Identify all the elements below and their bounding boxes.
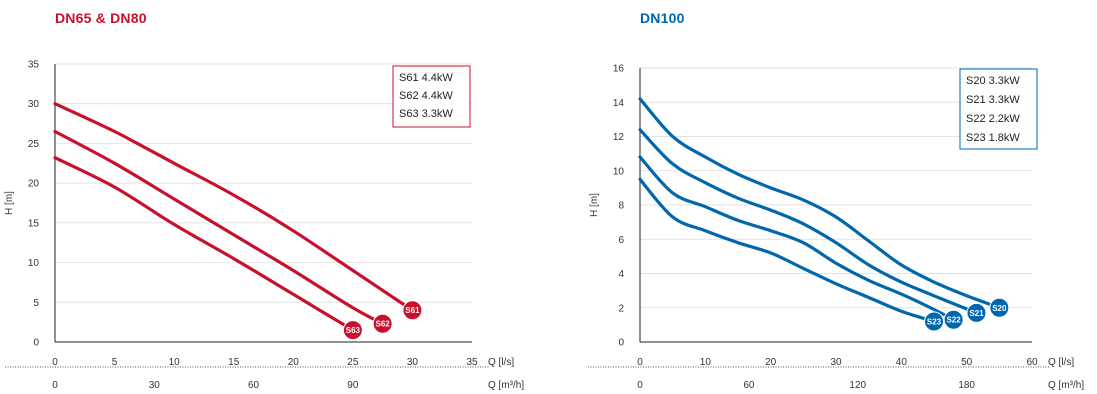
marker-label-s23: S23 <box>927 317 942 326</box>
marker-label-s61: S61 <box>405 306 420 315</box>
x-axis-label: Q [l/s] <box>1048 357 1074 368</box>
marker-s21 <box>966 302 987 323</box>
x-tick-label: 10 <box>700 357 712 368</box>
x-tick-label: 0 <box>52 357 58 368</box>
x-tick-label: 30 <box>407 357 419 368</box>
x2-tick-label: 120 <box>849 380 866 391</box>
x-tick-label: 10 <box>169 357 181 368</box>
marker-s63 <box>342 320 363 341</box>
chart-0: 0 5 10 15 20 25 30 35 0 5 10 15 20 25 30 35 Q [l/s] 0 30 60… <box>4 60 524 392</box>
x-axis-label: Q [l/s] <box>488 357 514 368</box>
y-tick-label: 20 <box>28 179 40 190</box>
y-axis-label: H [m] <box>589 193 600 217</box>
y-tick-label: 5 <box>33 298 39 309</box>
marker-label-s62: S62 <box>376 320 391 329</box>
x-tick-label: 40 <box>896 357 908 368</box>
chart-title-dn65-dn80: DN65 & DN80 <box>55 10 147 26</box>
y-tick-label: 16 <box>613 64 625 75</box>
x-tick-label: 50 <box>961 357 973 368</box>
x2-tick-label: 60 <box>743 380 755 391</box>
marker-s20 <box>989 297 1010 318</box>
x-tick-label: 35 <box>466 357 478 368</box>
x-tick-label: 0 <box>637 357 643 368</box>
marker-s62 <box>372 313 393 334</box>
legend-entry: S21 3.3kW <box>966 94 1020 106</box>
x2-tick-label: 180 <box>958 380 975 391</box>
marker-s23 <box>924 311 944 332</box>
y-tick-label: 8 <box>618 201 624 212</box>
legend-entry: S23 1.8kW <box>966 132 1020 144</box>
legend-box <box>392 65 471 128</box>
curve-s23 <box>638 177 936 323</box>
y-tick-label: 0 <box>33 338 39 349</box>
chart-1: 0 2 4 6 8 10 12 14 16 0 10 20 30 40 50 60 Q [l/s] 0 60 120 1… <box>588 64 1084 391</box>
legend-entry: S62 4.4kW <box>399 90 453 102</box>
curve-s21 <box>638 128 979 315</box>
y-tick-label: 4 <box>618 269 624 280</box>
y-tick-label: 25 <box>28 139 40 150</box>
marker-s61 <box>402 300 423 321</box>
y-tick-label: 0 <box>618 338 624 349</box>
curve-s22 <box>638 155 956 322</box>
curve-s20 <box>638 97 1001 310</box>
x-tick-label: 25 <box>347 357 359 368</box>
legend-box <box>959 68 1038 150</box>
x2-tick-label: 90 <box>347 380 359 391</box>
x-tick-label: 20 <box>765 357 777 368</box>
y-tick-label: 10 <box>613 166 625 177</box>
curve-s62 <box>53 129 385 326</box>
marker-label-s21: S21 <box>969 309 984 318</box>
legend-entry: S22 2.2kW <box>966 113 1020 125</box>
curve-s61 <box>53 102 414 312</box>
y-axis-label: H [m] <box>4 191 15 215</box>
y-tick-label: 35 <box>28 60 40 71</box>
x2-tick-label: 60 <box>248 380 260 391</box>
x2-axis-label: Q [m³/h] <box>488 380 524 391</box>
legend-entry: S61 4.4kW <box>399 72 453 84</box>
y-tick-label: 12 <box>613 132 625 143</box>
x2-tick-label: 30 <box>149 380 161 391</box>
y-tick-label: 10 <box>28 258 40 269</box>
x-tick-label: 5 <box>112 357 118 368</box>
x2-tick-label: 0 <box>637 380 643 391</box>
y-tick-label: 6 <box>618 235 624 246</box>
marker-label-s63: S63 <box>346 326 361 335</box>
y-tick-label: 15 <box>28 218 40 229</box>
legend-entry: S63 3.3kW <box>399 108 453 120</box>
marker-label-s20: S20 <box>992 304 1007 313</box>
x-tick-label: 30 <box>830 357 842 368</box>
y-tick-label: 2 <box>618 303 624 314</box>
x2-tick-label: 0 <box>52 380 58 391</box>
marker-s22 <box>943 309 964 330</box>
curve-s63 <box>53 156 355 332</box>
x2-axis-label: Q [m³/h] <box>1048 380 1084 391</box>
marker-label-s22: S22 <box>946 316 961 325</box>
legend-entry: S20 3.3kW <box>966 75 1020 87</box>
chart-title-dn100: DN100 <box>640 10 685 26</box>
y-tick-label: 30 <box>28 99 40 110</box>
x-tick-label: 20 <box>288 357 300 368</box>
x-tick-label: 15 <box>228 357 240 368</box>
x-tick-label: 60 <box>1026 357 1038 368</box>
y-tick-label: 14 <box>613 98 625 109</box>
